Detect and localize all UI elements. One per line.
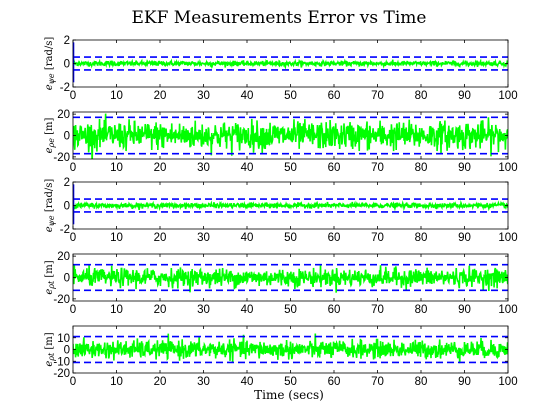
y-tick-label: 0: [64, 273, 70, 285]
x-tick-label: 70: [371, 90, 384, 102]
x-tick-label: 50: [284, 304, 297, 316]
x-tick-label: 90: [458, 232, 471, 244]
x-tick-label: 20: [154, 376, 167, 388]
y-tick-label: -10: [53, 356, 70, 368]
y-axis-label-2: eρe [m]: [44, 117, 56, 153]
x-tick-label: 100: [498, 162, 517, 174]
y-tick-label: 2: [64, 177, 70, 189]
x-tick-label: 100: [498, 232, 517, 244]
x-tick-label: 80: [415, 232, 428, 244]
x-tick-label: 10: [110, 376, 123, 388]
x-tick-label: 20: [154, 232, 167, 244]
x-tick-label: 90: [458, 90, 471, 102]
x-tick-label: 80: [415, 90, 428, 102]
y-axis-label-4: eρt [m]: [44, 260, 56, 294]
x-tick-label: 70: [371, 376, 384, 388]
x-tick-label: 50: [284, 232, 297, 244]
x-tick-label: 80: [415, 304, 428, 316]
x-tick-label: 80: [415, 376, 428, 388]
y-tick-label: 0: [64, 345, 70, 357]
x-tick-label: 10: [110, 304, 123, 316]
y-tick-label: 20: [57, 251, 70, 263]
x-tick-label: 60: [328, 304, 341, 316]
y-tick-label: 0: [64, 59, 70, 71]
x-tick-label: 50: [284, 162, 297, 174]
error-series-4: [73, 264, 508, 293]
x-tick-label: 100: [498, 304, 517, 316]
x-tick-label: 70: [371, 162, 384, 174]
x-axis-label: Time (secs): [254, 388, 324, 402]
error-series-3: [73, 199, 508, 212]
x-tick-label: 60: [328, 376, 341, 388]
x-tick-label: 40: [241, 376, 254, 388]
x-tick-label: 90: [458, 162, 471, 174]
x-tick-label: 30: [197, 304, 210, 316]
x-tick-label: 90: [458, 376, 471, 388]
x-tick-label: 30: [197, 232, 210, 244]
error-series-5: [73, 333, 508, 364]
x-tick-label: 100: [498, 376, 517, 388]
x-tick-label: 20: [154, 304, 167, 316]
error-series-1: [73, 58, 508, 70]
y-axis-label-3: eψe [rad/s]: [44, 179, 56, 233]
y-tick-label: 2: [64, 35, 70, 47]
x-tick-label: 30: [197, 90, 210, 102]
y-tick-label: 20: [57, 109, 70, 121]
y-tick-label: 10: [57, 333, 70, 345]
y-axis-label-1: eψe [rad/s]: [44, 37, 56, 91]
figure-title: EKF Measurements Error vs Time: [132, 8, 427, 28]
x-tick-label: 10: [110, 232, 123, 244]
x-tick-label: 0: [70, 304, 76, 316]
y-tick-label: -20: [53, 152, 70, 164]
x-tick-label: 40: [241, 304, 254, 316]
x-tick-label: 0: [70, 162, 76, 174]
x-tick-label: 100: [498, 90, 517, 102]
x-tick-label: 70: [371, 304, 384, 316]
x-tick-label: 30: [197, 376, 210, 388]
y-axis-label-5: eρt [m]: [44, 332, 56, 366]
x-tick-label: 0: [70, 376, 76, 388]
x-tick-label: 60: [328, 90, 341, 102]
x-tick-label: 60: [328, 162, 341, 174]
y-tick-label: 0: [64, 201, 70, 213]
error-series-2: [73, 113, 508, 159]
x-tick-label: 30: [197, 162, 210, 174]
y-tick-label: -2: [60, 82, 70, 94]
y-tick-label: -20: [53, 294, 70, 306]
x-tick-label: 40: [241, 162, 254, 174]
x-tick-label: 40: [241, 232, 254, 244]
x-tick-label: 70: [371, 232, 384, 244]
x-tick-label: 50: [284, 90, 297, 102]
y-tick-label: -2: [60, 224, 70, 236]
x-tick-label: 80: [415, 162, 428, 174]
x-tick-label: 60: [328, 232, 341, 244]
x-tick-label: 50: [284, 376, 297, 388]
x-tick-label: 40: [241, 90, 254, 102]
x-tick-label: 10: [110, 162, 123, 174]
y-tick-label: -20: [53, 368, 70, 380]
x-tick-label: 10: [110, 90, 123, 102]
x-tick-label: 0: [70, 90, 76, 102]
y-tick-label: 0: [64, 131, 70, 143]
x-tick-label: 20: [154, 90, 167, 102]
x-tick-label: 20: [154, 162, 167, 174]
x-tick-label: 90: [458, 304, 471, 316]
x-tick-label: 0: [70, 232, 76, 244]
